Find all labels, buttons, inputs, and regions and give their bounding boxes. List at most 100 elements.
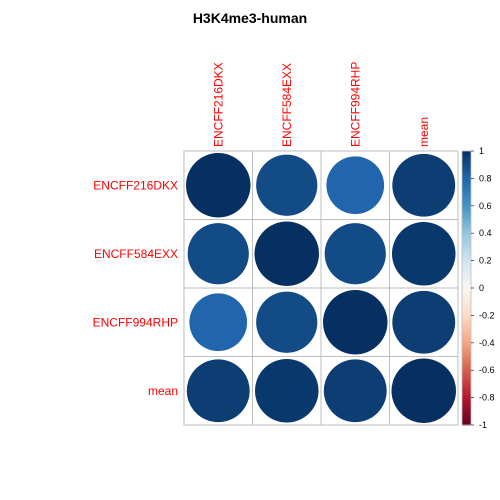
correlation-circle	[186, 153, 251, 218]
colorbar-segment	[462, 422, 471, 426]
colorbar-segment	[462, 337, 471, 341]
colorbar-segment	[462, 279, 471, 284]
colorbar-segment	[462, 211, 471, 215]
colorbar-segment	[462, 255, 471, 259]
colorbar-segment	[462, 320, 471, 325]
colorbar-segment	[462, 156, 471, 160]
colorbar-segment	[462, 227, 471, 232]
colorbar-segment	[462, 312, 471, 316]
colorbar-segment	[462, 419, 471, 423]
colorbar-segment	[462, 235, 471, 240]
colorbar-segment	[462, 219, 471, 223]
colorbar-segment	[462, 151, 471, 155]
colorbar-segment	[462, 263, 471, 267]
colorbar-segment	[462, 282, 471, 286]
chart-title: H3K4me3-human	[193, 10, 307, 26]
colorbar-segment	[462, 309, 471, 314]
colorbar-segment	[462, 277, 471, 281]
colorbar-segment	[462, 285, 471, 289]
colorbar-segment	[462, 375, 471, 380]
colorbar-segment	[462, 205, 471, 210]
colorbar-segment	[462, 288, 471, 292]
colorbar-tick-label: 0.6	[479, 201, 492, 211]
colorbar-segment	[462, 416, 471, 421]
colorbar-segment	[462, 249, 471, 253]
colorbar-segment	[462, 181, 471, 185]
colorbar-segment	[462, 298, 471, 303]
colorbar-segment	[462, 170, 471, 174]
colorbar-segment	[462, 241, 471, 245]
colorbar-segment	[462, 356, 471, 360]
colorbar-segment	[462, 372, 471, 377]
correlation-circle	[254, 358, 319, 423]
colorbar-segment	[462, 411, 471, 415]
colorbar-segment	[462, 178, 471, 182]
colorbar-segment	[462, 230, 471, 234]
colorbar-segment	[462, 203, 471, 207]
colorbar-segment	[462, 192, 471, 196]
colorbar-segment	[462, 260, 471, 264]
colorbar-tick-label: 0	[479, 283, 484, 293]
row-label: ENCFF994RHP	[93, 315, 178, 329]
colorbar-segment	[462, 159, 471, 163]
colorbar-segment	[462, 331, 471, 336]
correlation-circle	[326, 156, 385, 215]
correlation-circle	[256, 154, 318, 216]
colorbar-segment	[462, 329, 471, 333]
colorbar-segment	[462, 214, 471, 218]
correlation-circle	[186, 359, 250, 423]
correlation-circle	[324, 223, 386, 285]
colorbar-segment	[462, 257, 471, 262]
colorbar-segment	[462, 301, 471, 306]
colorbar-segment	[462, 290, 471, 295]
colorbar-segment	[462, 408, 471, 412]
colorbar-segment	[462, 246, 471, 251]
colorbar-segment	[462, 340, 471, 344]
colorbar-segment	[462, 304, 471, 308]
colorbar-segment	[462, 244, 471, 248]
colorbar-segment	[462, 172, 471, 177]
colorbar-segment	[462, 194, 471, 199]
correlation-circle	[392, 153, 456, 217]
correlation-circle	[392, 290, 456, 354]
column-label: mean	[417, 117, 431, 147]
colorbar-tick-label: 0.8	[479, 173, 492, 183]
colorbar-segment	[462, 370, 471, 374]
colorbar-tick-label: -1	[479, 420, 487, 430]
colorbar-segment	[462, 268, 471, 273]
colorbar-segment	[462, 414, 471, 418]
colorbar-segment	[462, 318, 471, 322]
colorbar-tick-label: 1	[479, 146, 484, 156]
colorbar-segment	[462, 386, 471, 390]
correlation-circle	[187, 223, 249, 285]
colorbar-segment	[462, 361, 471, 366]
colorbar-segment	[462, 364, 471, 369]
colorbar-segment	[462, 296, 471, 300]
colorbar-segment	[462, 183, 471, 188]
colorbar-segment	[462, 397, 471, 401]
row-label: ENCFF216DKX	[93, 178, 178, 192]
colorbar-segment	[462, 233, 471, 237]
colorbar-segment	[462, 164, 471, 169]
colorbar-segment	[462, 222, 471, 226]
colorbar-segment	[462, 224, 471, 229]
colorbar-segment	[462, 153, 471, 158]
correlation-circle	[256, 291, 318, 353]
cells-layer	[183, 150, 459, 426]
colorbar-segment	[462, 403, 471, 407]
colorbar-segment	[462, 216, 471, 221]
row-label: mean	[148, 384, 178, 398]
colorbar-segment	[462, 392, 471, 396]
colorbar-segment	[462, 389, 471, 393]
correlation-circle	[391, 358, 456, 423]
colorbar-segment	[462, 394, 471, 399]
colorbar-tick-label: 0.2	[479, 256, 492, 266]
colorbar-segment	[462, 266, 471, 270]
row-labels: ENCFF216DKX ENCFF584EXX ENCFF994RHP mean	[93, 178, 178, 398]
colorbar-tick-label: -0.4	[479, 338, 495, 348]
colorbar: 1 0.8 0.6 0.4 0.2 0 -0.2 -0.4 -0.6 -0.8 -1	[461, 146, 495, 430]
colorbar-tick-label: 0.4	[479, 228, 492, 238]
colorbar-segment	[462, 293, 471, 297]
colorbar-segment	[462, 405, 471, 410]
